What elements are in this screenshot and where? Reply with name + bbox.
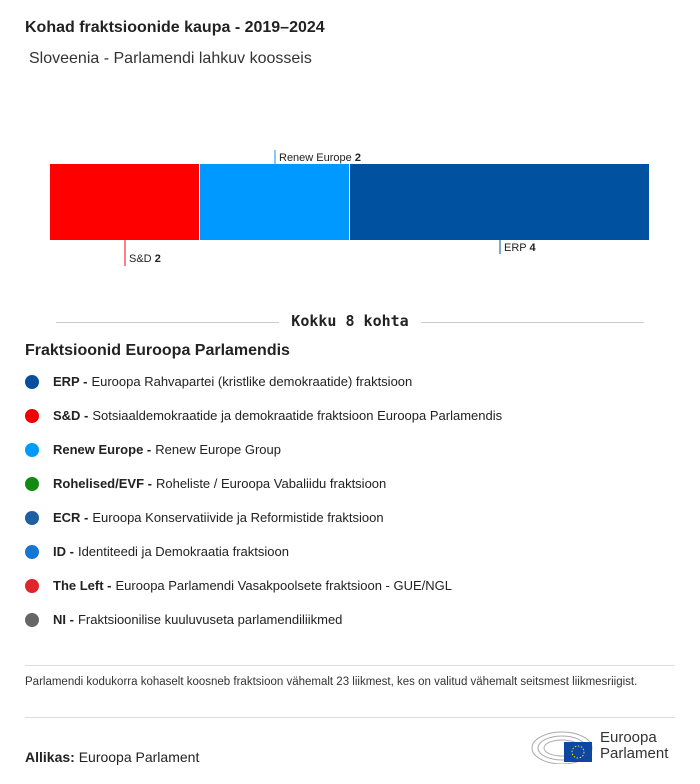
group-color-dot [25,408,39,423]
bar-segment [350,164,649,240]
eu-flag-icon [564,742,592,762]
source-value: Euroopa Parlament [78,749,200,765]
group-abbr: NI - [53,612,74,627]
group-abbr: Rohelised/EVF - [53,476,152,491]
group-abbr: S&D - [53,408,89,423]
legend-item: ECR - Euroopa Konservatiivide ja Reformis… [25,510,384,525]
group-abbr: ID - [53,544,74,559]
bar-segment [200,164,349,240]
chart-title: Kohad fraktsioonide kaupa - 2019–2024 [25,19,325,36]
group-color-dot [25,374,39,389]
data-label: Renew Europe 2 [279,152,361,164]
chart-subtitle: Sloveenia - Parlamendi lahkuv koosseis [29,50,312,67]
legend-item: Rohelised/EVF - Roheliste / Euroopa Vabal… [25,476,386,491]
group-color-dot [25,476,39,491]
legend-item: ERP - Euroopa Rahvapartei (kristlike demo… [25,374,412,389]
data-label: ERP 4 [504,242,536,254]
legend-item: ID - Identiteedi ja Demokraatia fraktsioo… [25,544,289,559]
data-label: S&D 2 [129,253,161,265]
group-color-dot [25,544,39,559]
divider [25,717,675,718]
group-abbr: ECR - [53,510,89,525]
group-color-dot [25,442,39,457]
group-abbr: The Left - [53,578,112,593]
group-name: Identiteedi ja Demokraatia fraktsioon [77,544,289,559]
legend-item: The Left - Euroopa Parlamendi Vasakpoolse… [25,578,452,593]
source: Allikas: Euroopa Parlament [25,749,199,765]
legend-item: S&D - Sotsiaaldemokraatide ja demokraatid… [25,408,502,423]
parliament-hemicycle-icon [531,731,593,764]
legend-item: NI - Fraktsioonilise kuuluvuseta parlamen… [25,612,342,627]
total-label: Kokku 8 kohta [279,312,421,330]
group-name: Sotsiaaldemokraatide ja demokraatide fra… [92,408,503,423]
logo-text: Euroopa Parlament [600,729,669,762]
divider [25,665,675,666]
group-name: Euroopa Parlamendi Vasakpoolsete fraktsi… [115,578,452,593]
source-label: Allikas: [25,749,75,765]
group-abbr: ERP - [53,374,88,389]
group-name: Euroopa Rahvapartei (kristlike demokraat… [91,374,413,389]
group-color-dot [25,578,39,593]
group-name: Roheliste / Euroopa Vabaliidu fraktsioon [155,476,387,491]
group-name: Euroopa Konservatiivide ja Reformistide … [92,510,384,525]
footnote: Parlamendi kodukorra kohaselt koosneb fr… [25,676,638,688]
group-name: Renew Europe Group [155,442,281,457]
seat-bar-chart: S&D 2 Renew Europe 2 ERP 4 [50,150,649,266]
legend-title: Fraktsioonid Euroopa Parlamendis [25,342,290,359]
group-color-dot [25,612,39,627]
group-abbr: Renew Europe - [53,442,152,457]
ep-logo: Euroopa Parlament [530,728,668,764]
bar-segment [50,164,199,240]
group-name: Fraktsioonilise kuuluvuseta parlamendili… [77,612,343,627]
group-color-dot [25,510,39,525]
total-seats: Kokku 8 kohta [0,312,700,332]
legend-item: Renew Europe - Renew Europe Group [25,442,281,457]
